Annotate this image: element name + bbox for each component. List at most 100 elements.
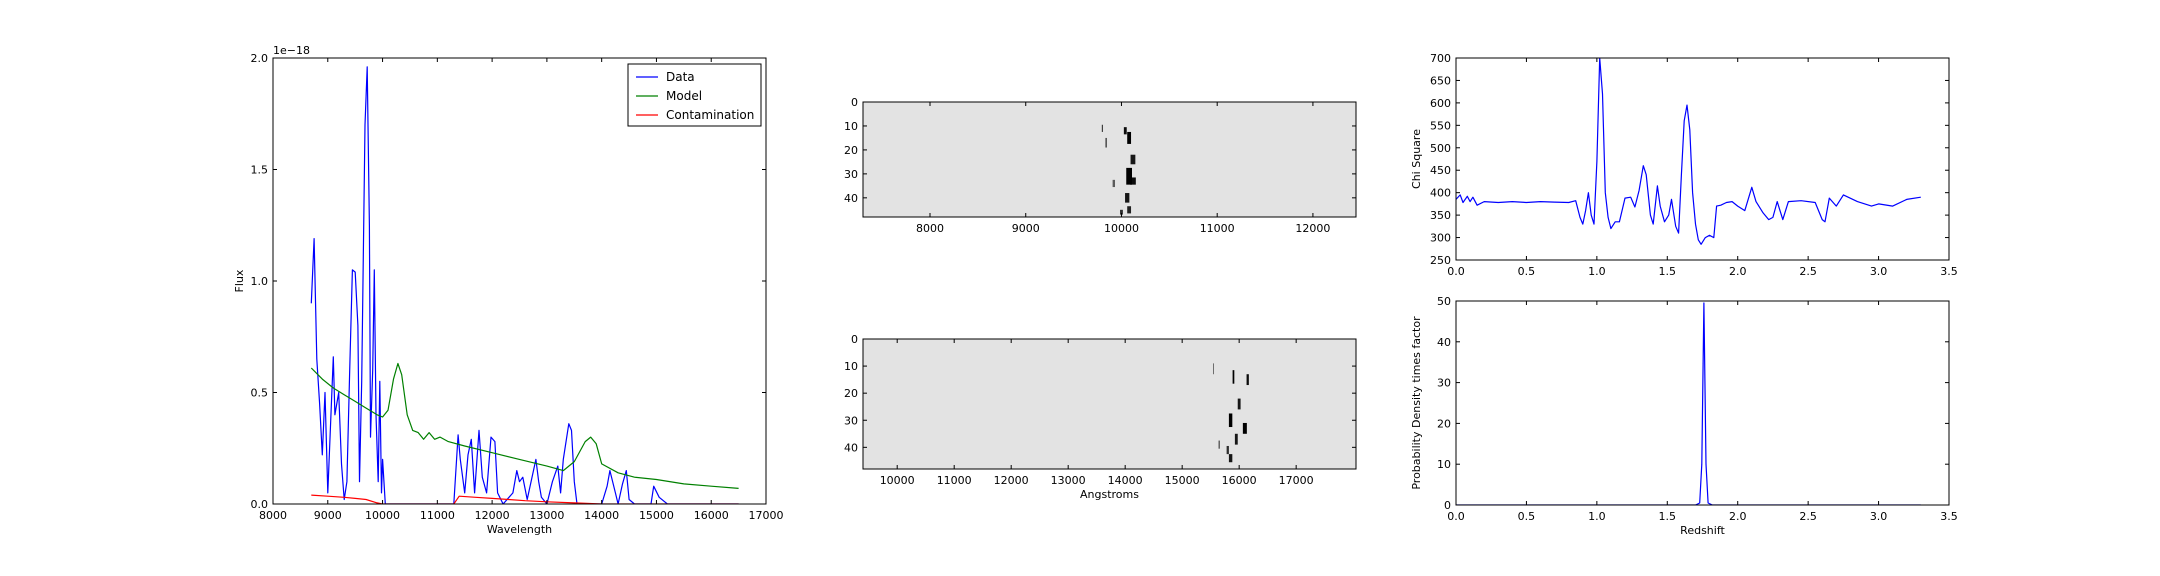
image-top-xtick-label: 12000 bbox=[1295, 222, 1330, 235]
spectrum-ylabel: Flux bbox=[233, 269, 246, 292]
image-bottom-xtick-label: 14000 bbox=[1108, 474, 1143, 487]
image-top-feature bbox=[1123, 127, 1127, 135]
chi-square-ytick-label: 300 bbox=[1430, 232, 1451, 245]
probability-frame bbox=[1455, 300, 1950, 506]
image-top-feature bbox=[1127, 206, 1132, 214]
spectrum-xtick-label: 17000 bbox=[749, 509, 784, 522]
spectrum-legend: Data Model Contamination bbox=[627, 63, 762, 127]
image-top-feature bbox=[1101, 124, 1103, 132]
spectrum-ytick-label: 1.5 bbox=[251, 164, 269, 177]
image-bottom-feature bbox=[1213, 363, 1214, 375]
chi-square-ylabel: Chi Square bbox=[1410, 129, 1423, 189]
image-bottom-ytick-label: 10 bbox=[844, 360, 858, 373]
spectrum-series-model bbox=[310, 362, 739, 489]
probability-ytick-label: 0 bbox=[1444, 499, 1451, 512]
spectrum-xtick-label: 9000 bbox=[314, 509, 342, 522]
chi-square-xtick-label: 1.0 bbox=[1588, 265, 1606, 278]
probability-series-0 bbox=[1456, 302, 1921, 505]
image-top-feature bbox=[1125, 193, 1130, 203]
probability-ytick-label: 10 bbox=[1437, 458, 1451, 471]
chi-square-ytick-label: 350 bbox=[1430, 209, 1451, 222]
image-bottom-feature bbox=[1246, 374, 1249, 386]
image-top-feature bbox=[1126, 167, 1132, 185]
spectrum-xtick-label: 8000 bbox=[259, 509, 287, 522]
spectrum-xtick-label: 12000 bbox=[475, 509, 510, 522]
image-bottom-feature bbox=[1234, 433, 1238, 445]
spectrum-ytick-label: 0.5 bbox=[251, 387, 269, 400]
chi-square-series-0 bbox=[1456, 58, 1921, 245]
spectrum-xtick-label: 16000 bbox=[694, 509, 729, 522]
image-top-feature bbox=[1105, 137, 1107, 148]
spectrum-series-contamination bbox=[311, 494, 739, 504]
probability-ytick-label: 20 bbox=[1437, 417, 1451, 430]
legend-label-contamination: Contamination bbox=[666, 108, 754, 122]
chi-square-xtick-label: 0.5 bbox=[1518, 265, 1536, 278]
chi-square-ytick-label: 550 bbox=[1430, 119, 1451, 132]
image-bottom-feature bbox=[1226, 445, 1229, 455]
spectrum-offset-label: 1e−18 bbox=[273, 44, 310, 57]
image-bottom-xtick-label: 10000 bbox=[880, 474, 915, 487]
chi-square-panel: 0.0 0.5 1.0 1.5 2.0 2.5 3.0 3.5 250 300 350 400 450 5… bbox=[1410, 52, 1958, 278]
probability-xtick-label: 1.5 bbox=[1659, 510, 1677, 523]
image-top-frame bbox=[862, 101, 1357, 218]
chi-square-xtick-label: 2.5 bbox=[1799, 265, 1817, 278]
probability-xtick-label: 1.0 bbox=[1588, 510, 1606, 523]
image-top-image bbox=[863, 102, 1356, 217]
image-bottom-feature bbox=[1242, 422, 1247, 434]
chi-square-xtick-label: 3.5 bbox=[1940, 265, 1958, 278]
spectrum-xtick-label: 14000 bbox=[584, 509, 619, 522]
probability-xtick-label: 0.5 bbox=[1518, 510, 1536, 523]
chi-square-xtick-label: 0.0 bbox=[1447, 265, 1465, 278]
image-bottom-xlabel: Angstroms bbox=[1080, 488, 1139, 501]
image-top-feature bbox=[1127, 131, 1132, 144]
probability-xtick-label: 2.0 bbox=[1729, 510, 1747, 523]
probability-xtick-label: 3.5 bbox=[1940, 510, 1958, 523]
image-top-feature bbox=[1120, 209, 1123, 215]
chi-square-ytick-label: 600 bbox=[1430, 97, 1451, 110]
chi-square-xtick-label: 3.0 bbox=[1870, 265, 1888, 278]
image-top-feature bbox=[1130, 154, 1136, 165]
chi-square-ytick-label: 400 bbox=[1430, 187, 1451, 200]
chi-square-ytick-label: 250 bbox=[1430, 254, 1451, 267]
image-bottom-feature bbox=[1218, 440, 1220, 449]
image-bottom-ytick-label: 30 bbox=[844, 414, 858, 427]
image-bottom-ytick-label: 0 bbox=[851, 333, 858, 346]
probability-xtick-label: 0.0 bbox=[1447, 510, 1465, 523]
chi-square-ytick-label: 500 bbox=[1430, 142, 1451, 155]
spectrum-panel: 8000 9000 10000 11000 12000 13000 14000 15000 16… bbox=[233, 44, 784, 536]
chi-square-ytick-label: 700 bbox=[1430, 52, 1451, 65]
probability-xtick-label: 2.5 bbox=[1799, 510, 1817, 523]
image-bottom-xtick-label: 11000 bbox=[937, 474, 972, 487]
image-bottom-xtick-label: 12000 bbox=[994, 474, 1029, 487]
image-top-ytick-label: 10 bbox=[844, 120, 858, 133]
probability-ylabel: Probability Density times factor bbox=[1410, 316, 1423, 490]
image-bottom-xtick-label: 13000 bbox=[1051, 474, 1086, 487]
image-top-panel: 8000 9000 10000 11000 12000 0 10 20 30 40 bbox=[844, 96, 1357, 235]
image-top-xtick-label: 8000 bbox=[916, 222, 944, 235]
image-bottom-frame bbox=[862, 338, 1357, 470]
spectrum-ytick-label: 0.0 bbox=[251, 498, 269, 511]
image-top-ytick-label: 30 bbox=[844, 168, 858, 181]
spectrum-series-data bbox=[310, 66, 739, 504]
chi-square-xtick-label: 1.5 bbox=[1659, 265, 1677, 278]
image-bottom-feature bbox=[1232, 370, 1235, 384]
chi-square-frame bbox=[1455, 57, 1950, 261]
image-top-ytick-label: 40 bbox=[844, 192, 858, 205]
probability-panel: 0.0 0.5 1.0 1.5 2.0 2.5 3.0 3.5 0 10 20 30 40 50 Redsh… bbox=[1410, 295, 1958, 537]
probability-ytick-label: 30 bbox=[1437, 377, 1451, 390]
legend-box bbox=[627, 63, 762, 127]
probability-xtick-label: 3.0 bbox=[1870, 510, 1888, 523]
image-top-ytick-label: 20 bbox=[844, 144, 858, 157]
image-top-feature bbox=[1130, 177, 1136, 185]
legend-label-model: Model bbox=[666, 89, 702, 103]
image-top-xtick-label: 11000 bbox=[1200, 222, 1235, 235]
image-bottom-panel: 10000 11000 12000 13000 14000 15000 16000 17000… bbox=[844, 333, 1357, 501]
spectrum-ytick-label: 2.0 bbox=[251, 52, 269, 65]
image-bottom-xtick-label: 15000 bbox=[1165, 474, 1200, 487]
image-bottom-image bbox=[863, 339, 1356, 469]
legend-label-data: Data bbox=[666, 70, 695, 84]
spectrum-xtick-label: 10000 bbox=[365, 509, 400, 522]
image-bottom-xtick-label: 16000 bbox=[1222, 474, 1257, 487]
image-top-ytick-label: 0 bbox=[851, 96, 858, 109]
